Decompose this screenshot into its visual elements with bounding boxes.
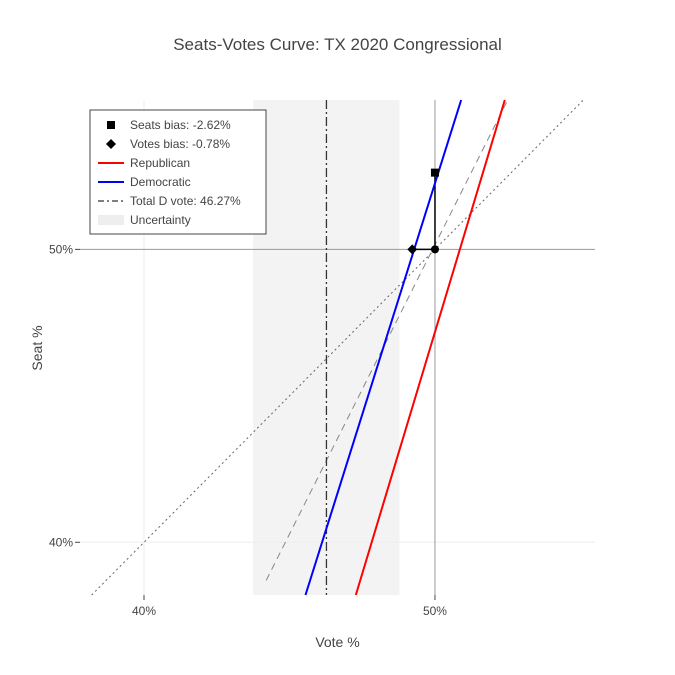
legend-label: Uncertainty <box>130 213 191 227</box>
legend-swatch-uncertainty <box>98 215 124 225</box>
y-tick-label: 50% <box>49 242 73 256</box>
plot-area: 40% 50% 40% 50% <box>49 99 595 618</box>
legend-box <box>89 109 267 235</box>
legend-swatch-seats-bias <box>107 121 115 129</box>
legend-label: Total D vote: 46.27% <box>130 194 241 208</box>
dashed-reference-line <box>265 99 509 581</box>
legend-label: Seats bias: -2.62% <box>130 118 231 132</box>
x-axis-title: Vote % <box>315 634 359 650</box>
seats-bias-marker <box>430 168 439 177</box>
legend-label: Votes bias: -0.78% <box>130 137 230 151</box>
republican-curve <box>354 99 506 596</box>
x-tick-label: 40% <box>132 604 156 618</box>
legend-swatch-votes-bias <box>106 139 116 149</box>
votes-bias-marker <box>407 244 418 255</box>
legend: Seats bias: -2.62% Votes bias: -0.78% Repu… <box>89 109 267 235</box>
x-tick-label: 50% <box>423 604 447 618</box>
democratic-curve <box>304 99 463 596</box>
origin-marker <box>430 245 439 254</box>
chart-title: Seats-Votes Curve: TX 2020 Congressional <box>173 35 502 54</box>
dotted-reference-line <box>91 99 584 596</box>
y-tick-label: 40% <box>49 535 73 549</box>
legend-label: Democratic <box>130 175 191 189</box>
legend-label: Republican <box>130 156 190 170</box>
y-axis-title: Seat % <box>29 325 45 370</box>
